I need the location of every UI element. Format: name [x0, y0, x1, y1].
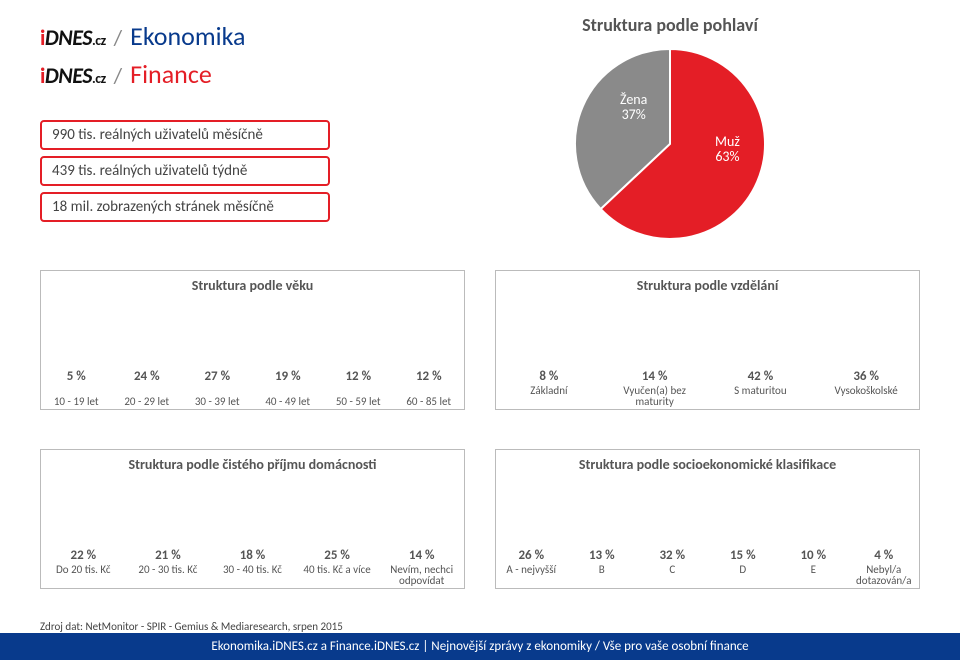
x-tick: Nebyl/a dotazován/a [849, 564, 920, 586]
x-axis: A - nejvyššíBCDENebyl/a dotazován/a [496, 564, 919, 586]
x-tick: S maturitou [708, 385, 814, 407]
x-tick: 20 - 30 tis. Kč [126, 564, 211, 586]
stat-pageviews: 18 mil. zobrazených stránek měsíčně [40, 192, 330, 222]
pie-title: Struktura podle pohlaví [582, 14, 758, 36]
x-tick: 50 - 59 let [323, 396, 394, 407]
chart-area: 8 %14 %42 %36 % [496, 297, 919, 387]
x-tick: Nevím, nechci odpovídat [379, 564, 464, 586]
section-finance: Finance [130, 58, 212, 90]
chart-socio: Struktura podle socioekonomické klasifik… [495, 449, 920, 589]
bar-value-label: 4 % [824, 548, 944, 563]
page: iDNES.cz / Ekonomika iDNES.cz / Finance … [0, 0, 960, 660]
slash-icon: / [114, 24, 123, 51]
chart-education: Struktura podle vzdělání 8 %14 %42 %36 %Z… [495, 270, 920, 410]
logo-idnes: iDNES.cz [40, 24, 106, 51]
x-tick: C [637, 564, 708, 586]
x-tick: 10 - 19 let [41, 396, 112, 407]
x-tick: Základní [496, 385, 602, 407]
x-tick: E [778, 564, 849, 586]
chart-title: Struktura podle socioekonomické klasifik… [496, 456, 919, 473]
x-tick: 20 - 29 let [112, 396, 183, 407]
bar-value-label: 8 % [489, 369, 609, 384]
pie-slice-label: Muž 63% [715, 134, 740, 165]
x-tick: Vyučen(a) bez maturity [602, 385, 708, 407]
x-axis: ZákladníVyučen(a) bez maturityS maturito… [496, 385, 919, 407]
logo-ekonomika: iDNES.cz / Ekonomika [40, 20, 360, 52]
x-tick: B [567, 564, 638, 586]
x-tick: Do 20 tis. Kč [41, 564, 126, 586]
x-tick: D [708, 564, 779, 586]
chart-area: 26 %13 %32 %15 %10 %4 % [496, 476, 919, 566]
footer: Ekonomika.iDNES.cz a Finance.iDNES.cz | … [0, 633, 960, 660]
bar-value-label: 36 % [806, 369, 926, 384]
x-tick: 30 - 40 tis. Kč [210, 564, 295, 586]
x-tick: 60 - 85 let [394, 396, 465, 407]
chart-age: Struktura podle věku 5 %24 %27 %19 %12 %1… [40, 270, 465, 410]
gender-pie-block: Struktura podle pohlaví Žena 37%Muž 63% [420, 20, 920, 260]
stat-monthly-users: 990 tis. reálných uživatelů měsíčně [40, 120, 330, 150]
charts-grid: Struktura podle věku 5 %24 %27 %19 %12 %1… [0, 260, 960, 614]
source-text: Zdroj dat: NetMonitor - SPIR - Gemius & … [0, 614, 960, 633]
bar-value-label: 12 % [369, 369, 489, 384]
stat-weekly-users: 439 tis. reálných uživatelů týdně [40, 156, 330, 186]
top-row: iDNES.cz / Ekonomika iDNES.cz / Finance … [0, 0, 960, 260]
x-tick: A - nejvyšší [496, 564, 567, 586]
x-tick: 30 - 39 let [182, 396, 253, 407]
chart-title: Struktura podle vzdělání [496, 277, 919, 294]
section-ekonomika: Ekonomika [130, 20, 245, 52]
bar-value-label: 42 % [700, 369, 820, 384]
chart-area: 5 %24 %27 %19 %12 %12 % [41, 297, 464, 387]
chart-title: Struktura podle věku [41, 277, 464, 294]
pie-slice-label: Žena 37% [620, 92, 647, 123]
x-tick: 40 - 49 let [253, 396, 324, 407]
logo-idnes: iDNES.cz [40, 62, 106, 89]
pie-chart: Žena 37% Muž 63% [570, 44, 770, 244]
logo-finance: iDNES.cz / Finance [40, 58, 360, 90]
chart-income: Struktura podle čistého příjmu domácnost… [40, 449, 465, 589]
x-tick: Vysokoškolské [813, 385, 919, 407]
top-left: iDNES.cz / Ekonomika iDNES.cz / Finance … [40, 20, 360, 260]
chart-title: Struktura podle čistého příjmu domácnost… [41, 456, 464, 473]
x-tick: 40 tis. Kč a více [295, 564, 380, 586]
x-axis: Do 20 tis. Kč20 - 30 tis. Kč30 - 40 tis.… [41, 564, 464, 586]
chart-area: 22 %21 %18 %25 %14 % [41, 476, 464, 566]
slash-icon: / [114, 62, 123, 89]
bar-value-label: 14 % [362, 548, 482, 563]
x-axis: 10 - 19 let20 - 29 let30 - 39 let40 - 49… [41, 396, 464, 407]
bar-value-label: 14 % [595, 369, 715, 384]
